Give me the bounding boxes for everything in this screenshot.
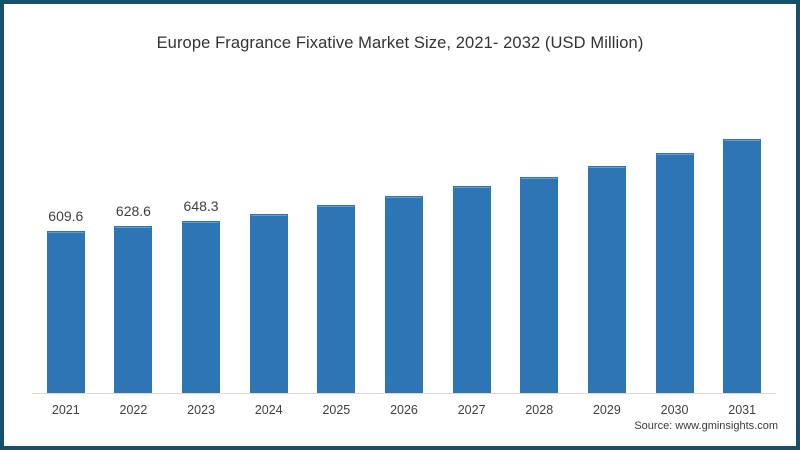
bar-value-label-2023: 648.3: [183, 198, 219, 215]
x-tick-label-2031: 2031: [728, 403, 757, 417]
bar-slot: 609.6: [32, 74, 100, 394]
plot-area: 609.6 628.6 648.3: [32, 74, 776, 394]
x-axis-line: [32, 393, 776, 394]
bar-2030[interactable]: [655, 152, 694, 394]
x-tick-label-2030: 2030: [660, 403, 689, 417]
x-tick-label-2026: 2026: [390, 403, 418, 417]
x-tick-label-2022: 2022: [119, 403, 148, 417]
bar-2026[interactable]: [384, 195, 423, 394]
bar-slot: 628.6: [100, 74, 168, 394]
bar-2024[interactable]: [249, 213, 288, 394]
x-tick-label-2025: 2025: [322, 403, 351, 417]
bar-2025[interactable]: [317, 205, 356, 394]
source-note: Source: www.gminsights.com: [634, 420, 778, 432]
bar-slot: [438, 74, 506, 394]
bar-slot: [505, 74, 573, 394]
bar-2022[interactable]: [114, 226, 153, 394]
chart-title: Europe Fragrance Fixative Market Size, 2…: [156, 34, 644, 52]
x-tick-label-2029: 2029: [592, 403, 621, 417]
x-tick-label-2021: 2021: [51, 403, 80, 417]
bar-slot: [641, 74, 709, 394]
bar-value-label-2022: 628.6: [115, 203, 151, 220]
bar-2031[interactable]: [723, 138, 762, 394]
bar-2023[interactable]: [182, 221, 221, 394]
bar-2027[interactable]: [452, 186, 491, 394]
bar-slot: 648.3: [167, 74, 235, 394]
bar-slot: [370, 74, 438, 394]
bar-value-label-2021: 609.6: [48, 208, 84, 225]
bar-slot: [708, 74, 776, 394]
x-tick-label-2027: 2027: [457, 403, 486, 417]
x-tick-label-2028: 2028: [525, 403, 554, 417]
bar-2021[interactable]: [46, 231, 85, 394]
bar-slot: [573, 74, 641, 394]
bar-slot: [235, 74, 303, 394]
bar-2029[interactable]: [587, 165, 626, 394]
x-tick-label-2023: 2023: [187, 403, 215, 417]
bar-slot: [303, 74, 371, 394]
x-tick-label-2024: 2024: [254, 403, 283, 417]
bar-2028[interactable]: [520, 176, 559, 394]
